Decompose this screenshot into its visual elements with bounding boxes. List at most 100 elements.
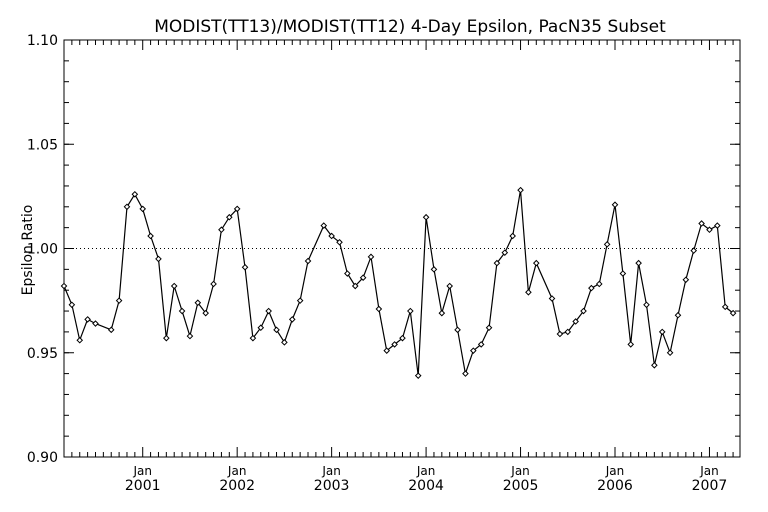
- y-tick-label: 0.95: [27, 346, 58, 362]
- data-point: [446, 282, 454, 290]
- data-point: [564, 328, 572, 336]
- data-point: [170, 282, 178, 290]
- data-point: [107, 326, 115, 334]
- data-point: [682, 276, 690, 284]
- data-point: [233, 205, 241, 213]
- data-point: [155, 255, 162, 263]
- data-point: [572, 318, 579, 325]
- y-axis-label: Epsilon Ratio: [20, 205, 36, 296]
- data-point: [296, 297, 304, 304]
- x-tick-month-label: Jan: [416, 464, 436, 478]
- data-point: [580, 307, 587, 315]
- x-tick-year-label: 2002: [219, 478, 255, 494]
- data-point: [407, 307, 414, 315]
- data-point: [328, 232, 335, 240]
- data-point: [729, 309, 737, 317]
- data-point: [304, 257, 312, 265]
- data-point: [249, 334, 257, 342]
- data-point: [721, 303, 729, 311]
- x-tick-month-label: Jan: [227, 464, 247, 478]
- data-point: [698, 220, 705, 227]
- data-point: [532, 259, 540, 267]
- data-point: [115, 297, 123, 304]
- x-tick-year-label: 2007: [692, 478, 728, 494]
- data-point: [84, 316, 91, 323]
- x-tick-month-label: Jan: [321, 464, 341, 478]
- data-point: [359, 274, 367, 281]
- data-point: [658, 328, 666, 336]
- data-point: [509, 232, 516, 240]
- y-tick-label: 1.00: [27, 242, 58, 258]
- y-tick-label: 0.90: [27, 450, 58, 466]
- data-point: [351, 282, 359, 290]
- data-point: [60, 282, 68, 290]
- series-line: [63, 189, 734, 376]
- data-point: [501, 249, 509, 256]
- data-point: [493, 259, 501, 267]
- data-point: [595, 280, 603, 288]
- x-tick-year-label: 2004: [408, 478, 444, 494]
- data-point: [635, 259, 642, 267]
- data-point: [548, 295, 556, 302]
- x-tick-month-label: Jan: [699, 464, 719, 478]
- data-point: [367, 253, 375, 261]
- data-point: [462, 370, 469, 377]
- data-point: [225, 213, 233, 221]
- data-point: [194, 299, 202, 307]
- data-point: [178, 307, 186, 315]
- data-point: [147, 232, 154, 240]
- data-point: [139, 205, 147, 213]
- data-point: [666, 349, 674, 357]
- x-tick-year-label: 2001: [125, 478, 161, 494]
- x-tick-year-label: 2006: [597, 478, 633, 494]
- data-point: [470, 347, 477, 354]
- data-point: [611, 201, 619, 209]
- data-point: [454, 326, 461, 334]
- data-point: [517, 186, 524, 194]
- x-tick-month-label: Jan: [132, 464, 152, 478]
- plot-frame: [63, 39, 741, 458]
- data-point: [320, 222, 328, 229]
- data-point: [163, 334, 170, 342]
- data-point: [556, 330, 564, 338]
- data-point: [383, 347, 391, 354]
- x-tick-year-label: 2005: [503, 478, 539, 494]
- data-point: [627, 341, 635, 348]
- x-tick-month-label: Jan: [605, 464, 625, 478]
- x-tick-month-label: Jan: [510, 464, 530, 478]
- data-point: [414, 372, 422, 379]
- data-point: [336, 238, 343, 246]
- data-point: [485, 324, 493, 332]
- data-point: [123, 203, 131, 211]
- data-point: [273, 326, 280, 334]
- data-point: [603, 241, 611, 248]
- data-point: [438, 309, 446, 317]
- data-point: [218, 226, 225, 234]
- data-point: [68, 301, 76, 309]
- x-tick-year-label: 2003: [314, 478, 350, 494]
- data-point: [281, 339, 288, 346]
- data-point: [210, 280, 217, 288]
- data-point: [76, 336, 84, 344]
- data-point: [186, 332, 194, 340]
- data-point: [344, 270, 351, 277]
- data-point: [430, 266, 438, 273]
- data-point: [643, 301, 650, 309]
- data-point: [651, 361, 658, 369]
- data-point: [92, 320, 99, 327]
- y-tick-label: 1.05: [27, 137, 58, 153]
- data-point: [588, 284, 595, 292]
- data-point: [714, 222, 721, 229]
- data-point: [399, 334, 406, 342]
- data-point: [477, 341, 485, 348]
- chart-title: MODIST(TT13)/MODIST(TT12) 4-Day Epsilon,…: [154, 17, 666, 37]
- data-point: [690, 247, 698, 254]
- data-point: [257, 324, 265, 332]
- data-point: [288, 316, 296, 323]
- data-point: [422, 213, 430, 221]
- data-point: [131, 190, 139, 198]
- data-point: [202, 309, 209, 317]
- data-point: [375, 305, 383, 313]
